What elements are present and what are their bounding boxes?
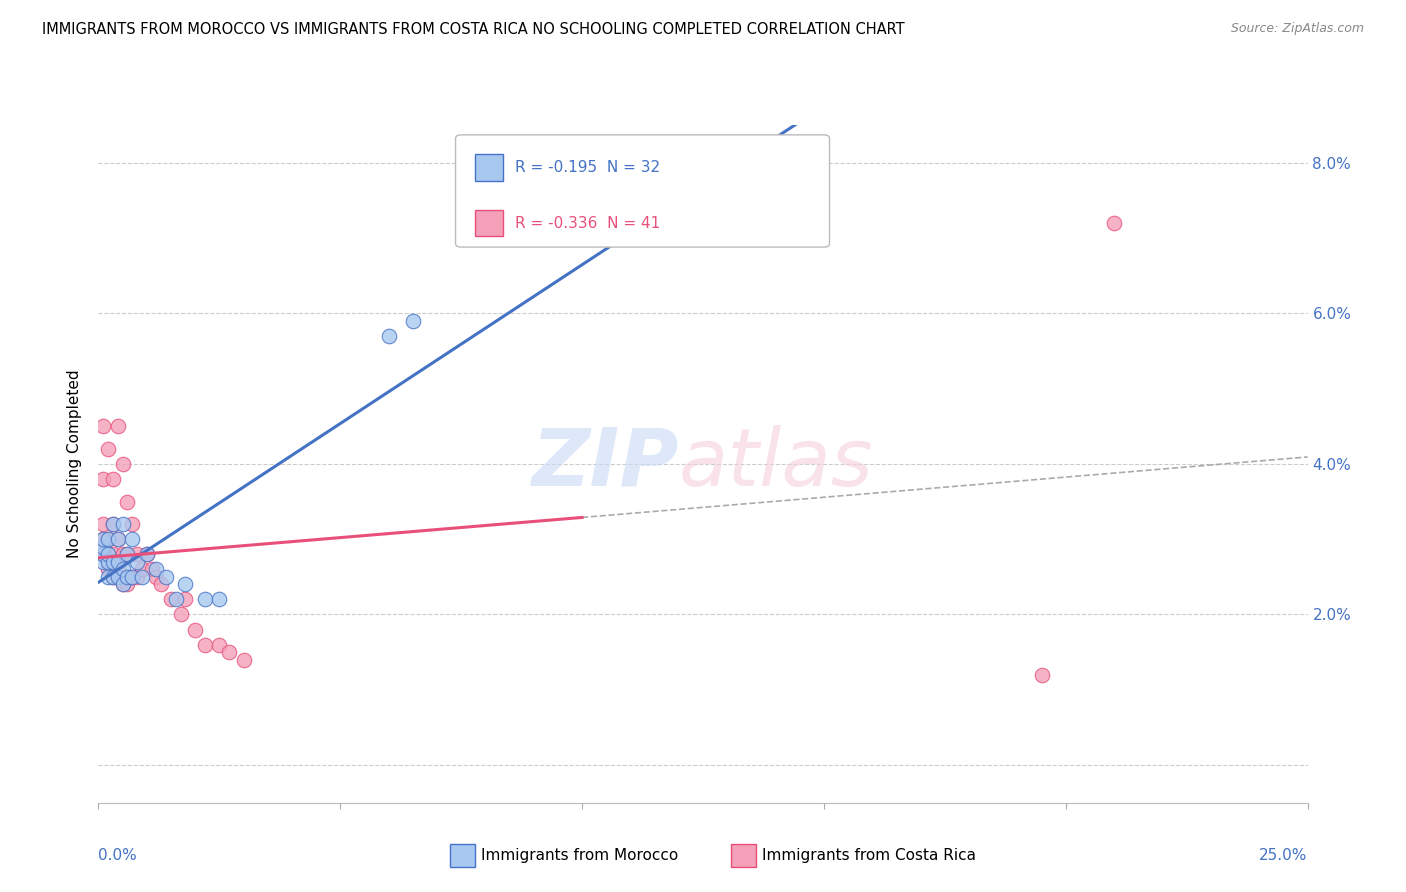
Point <box>107 532 129 546</box>
Point <box>150 577 173 591</box>
Point <box>174 577 197 591</box>
Point <box>218 645 240 659</box>
Point <box>155 570 177 584</box>
Point <box>97 555 120 569</box>
Y-axis label: No Schooling Completed: No Schooling Completed <box>66 369 82 558</box>
Point <box>97 532 120 546</box>
Point <box>135 547 157 561</box>
Point <box>97 547 120 561</box>
Point <box>101 517 124 532</box>
Text: Immigrants from Costa Rica: Immigrants from Costa Rica <box>762 848 976 863</box>
Point <box>117 494 139 508</box>
Point <box>194 638 217 652</box>
Point <box>97 547 120 561</box>
Point <box>1102 216 1125 230</box>
Point <box>127 547 149 561</box>
Text: Source: ZipAtlas.com: Source: ZipAtlas.com <box>1230 22 1364 36</box>
Point <box>111 562 134 576</box>
Point <box>131 562 153 576</box>
Point <box>101 547 124 561</box>
Point <box>117 547 139 561</box>
Point <box>232 653 254 667</box>
Point <box>91 532 114 546</box>
Point <box>117 547 139 561</box>
Point <box>91 547 114 561</box>
Point <box>97 562 120 576</box>
Point <box>121 570 143 584</box>
Point <box>145 570 167 584</box>
Point <box>101 570 124 584</box>
Point <box>97 532 120 546</box>
Point <box>91 472 114 486</box>
Point <box>111 457 134 471</box>
Point <box>1031 667 1053 681</box>
Point <box>127 570 149 584</box>
Point <box>91 532 114 546</box>
Text: 25.0%: 25.0% <box>1260 848 1308 863</box>
Point <box>107 555 129 569</box>
Point <box>111 547 134 561</box>
Text: Immigrants from Morocco: Immigrants from Morocco <box>481 848 678 863</box>
Point <box>111 577 134 591</box>
Point <box>208 592 231 607</box>
Point <box>91 547 114 561</box>
Point <box>117 577 139 591</box>
Point <box>111 517 134 532</box>
Point <box>208 638 231 652</box>
Point <box>107 570 129 584</box>
Point <box>174 592 197 607</box>
Point <box>127 555 149 569</box>
Point <box>107 562 129 576</box>
Text: ZIP: ZIP <box>531 425 679 503</box>
Text: R = -0.195  N = 32: R = -0.195 N = 32 <box>515 161 659 176</box>
Point <box>160 592 183 607</box>
Point <box>101 555 124 569</box>
Point <box>402 314 425 328</box>
Point <box>121 532 143 546</box>
Point <box>145 562 167 576</box>
Point <box>101 472 124 486</box>
Text: atlas: atlas <box>679 425 873 503</box>
Point <box>121 570 143 584</box>
Point <box>111 577 134 591</box>
Point <box>107 532 129 546</box>
Text: IMMIGRANTS FROM MOROCCO VS IMMIGRANTS FROM COSTA RICA NO SCHOOLING COMPLETED COR: IMMIGRANTS FROM MOROCCO VS IMMIGRANTS FR… <box>42 22 905 37</box>
Point <box>377 328 399 343</box>
Point <box>101 570 124 584</box>
Point <box>131 570 153 584</box>
Point <box>97 442 120 456</box>
Point <box>135 547 157 561</box>
Point <box>184 623 207 637</box>
Point <box>117 570 139 584</box>
Point <box>194 592 217 607</box>
Point <box>97 570 120 584</box>
Point <box>91 555 114 569</box>
Point <box>101 517 124 532</box>
Point <box>91 540 114 554</box>
Point <box>91 419 114 434</box>
Point <box>91 517 114 532</box>
Text: R = -0.336  N = 41: R = -0.336 N = 41 <box>515 216 659 230</box>
Point <box>121 517 143 532</box>
Point <box>141 562 163 576</box>
Point <box>169 607 191 622</box>
Text: 0.0%: 0.0% <box>98 848 138 863</box>
Point <box>165 592 187 607</box>
Point <box>107 419 129 434</box>
